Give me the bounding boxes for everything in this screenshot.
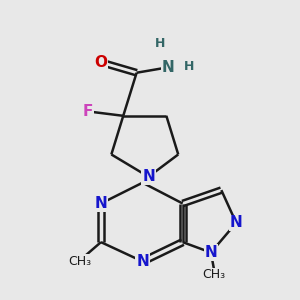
- Text: CH₃: CH₃: [69, 255, 92, 268]
- Text: F: F: [82, 104, 93, 119]
- Text: O: O: [94, 55, 107, 70]
- Text: N: N: [161, 60, 174, 75]
- Text: H: H: [184, 60, 194, 73]
- Text: N: N: [230, 215, 243, 230]
- Text: N: N: [94, 196, 107, 211]
- Text: N: N: [205, 245, 217, 260]
- Text: CH₃: CH₃: [202, 268, 226, 281]
- Text: H: H: [155, 37, 166, 50]
- Text: N: N: [142, 169, 155, 184]
- Text: N: N: [136, 254, 149, 269]
